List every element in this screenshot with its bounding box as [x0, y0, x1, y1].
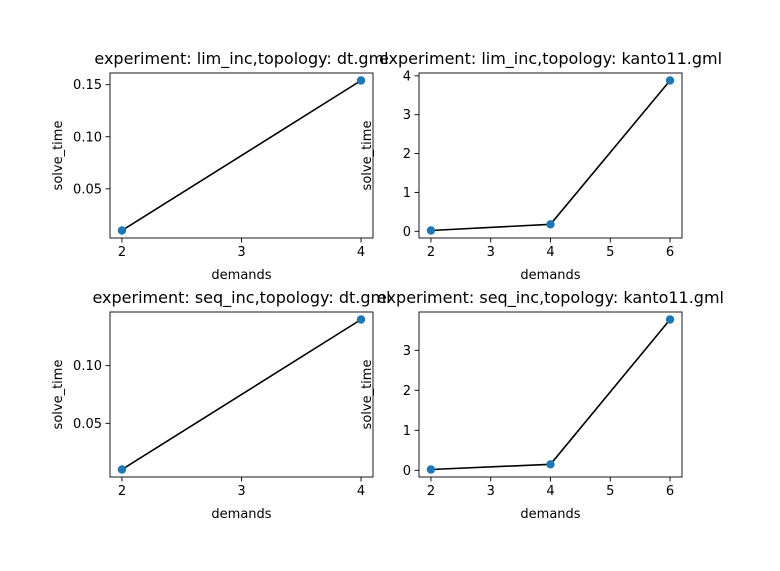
y-axis-label: solve_time [51, 121, 66, 191]
y-tick-label: 1 [403, 424, 411, 439]
y-tick-label: 3 [403, 108, 411, 123]
x-axis-label: demands [520, 507, 580, 522]
x-tick-label: 4 [546, 484, 554, 499]
series-line [121, 318, 362, 471]
series-line [430, 318, 671, 471]
y-axis-label: solve_time [360, 360, 375, 430]
x-tick-label: 5 [606, 484, 614, 499]
x-tick-label: 6 [666, 484, 674, 499]
y-tick-label: 2 [403, 384, 411, 399]
subplot-3: 2 3 4 0.05 0.10 experiment: seq_inc,topology:… [51, 288, 391, 522]
data-point [356, 76, 366, 85]
series-line [430, 79, 671, 232]
y-tick-label: 0.05 [73, 417, 102, 432]
data-point [546, 460, 555, 469]
x-tick-label: 2 [427, 484, 435, 499]
data-point [426, 226, 436, 235]
y-tick-label: 0.10 [73, 130, 102, 145]
data-point [117, 465, 127, 474]
x-tick-label: 4 [357, 484, 365, 499]
x-tick-label: 3 [237, 245, 245, 260]
subplot-4: 2 3 4 5 6 0 1 2 3 experiment: seq_inc,topology: k… [360, 288, 724, 522]
x-tick-label: 3 [487, 484, 495, 499]
y-tick-label: 0.15 [73, 78, 102, 93]
x-tick-label: 4 [357, 245, 365, 260]
y-tick-label: 4 [403, 69, 411, 84]
series-line [121, 79, 362, 232]
y-tick-label: 0 [403, 464, 411, 479]
x-tick-label: 6 [666, 245, 674, 260]
y-axis-label: solve_time [51, 360, 66, 430]
y-tick-label: 0.10 [73, 359, 102, 374]
y-axis-label: solve_time [360, 121, 375, 191]
y-tick-label: 2 [403, 147, 411, 162]
chart-title: experiment: lim_inc,topology: dt.gml [94, 49, 388, 69]
x-tick-label: 2 [427, 245, 435, 260]
y-tick-label: 0 [403, 225, 411, 240]
y-tick-label: 3 [403, 344, 411, 359]
y-tick-label: 1 [403, 186, 411, 201]
x-axis-label: demands [520, 268, 580, 283]
subplot-1: 2 3 4 0.05 0.10 0.15 experiment: lim_inc,topol… [51, 49, 389, 283]
x-axis-label: demands [211, 507, 271, 522]
chart-title: experiment: lim_inc,topology: kanto11.gm… [379, 49, 722, 69]
x-axis-label: demands [211, 268, 271, 283]
data-point [546, 220, 555, 229]
x-tick-label: 2 [118, 245, 126, 260]
x-tick-label: 5 [606, 245, 614, 260]
data-point [665, 76, 675, 85]
axes-frame [418, 72, 683, 239]
chart-title: experiment: seq_inc,topology: dt.gml [92, 288, 390, 308]
data-point [426, 465, 436, 474]
x-tick-label: 4 [546, 245, 554, 260]
x-tick-label: 2 [118, 484, 126, 499]
chart-title: experiment: seq_inc,topology: kanto11.gm… [377, 288, 724, 308]
data-point [356, 315, 366, 324]
data-point [117, 226, 127, 235]
x-tick-label: 3 [487, 245, 495, 260]
y-tick-label: 0.05 [73, 182, 102, 197]
x-tick-label: 3 [237, 484, 245, 499]
axes-frame [418, 311, 683, 478]
data-point [665, 315, 675, 324]
